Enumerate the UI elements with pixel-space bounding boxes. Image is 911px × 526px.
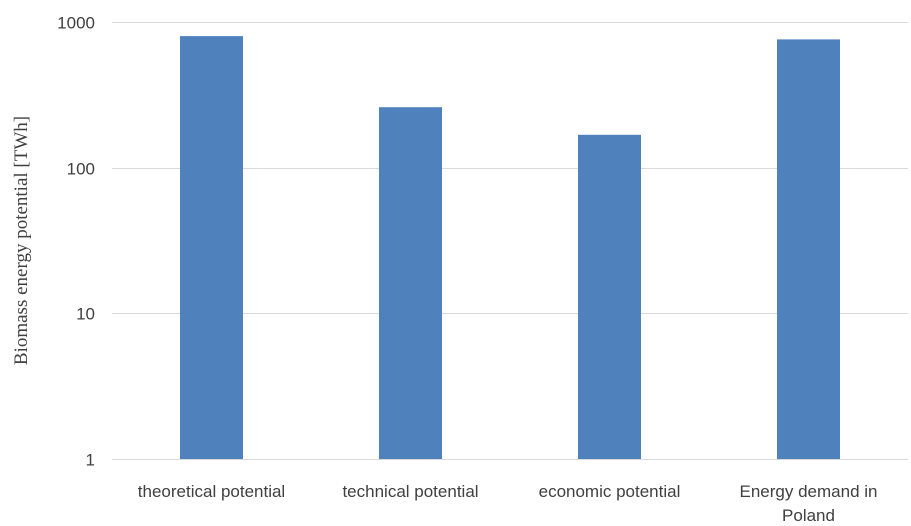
x-axis-labels: theoretical potential technical potential… bbox=[138, 482, 878, 525]
y-axis-ticks: 1 10 100 1000 bbox=[57, 14, 95, 470]
x-category-label: economic potential bbox=[539, 482, 681, 501]
x-category-label: technical potential bbox=[342, 482, 478, 501]
x-category-label: Energy demand in Poland bbox=[740, 482, 878, 525]
y-axis-title: Biomass energy potential [TWh] bbox=[11, 116, 32, 365]
y-tick-label: 1 bbox=[86, 451, 95, 470]
bar bbox=[578, 134, 641, 460]
bar bbox=[180, 36, 243, 459]
bars bbox=[180, 36, 840, 460]
y-tick-label: 10 bbox=[76, 305, 95, 324]
bar bbox=[379, 107, 442, 459]
bar bbox=[777, 39, 840, 460]
y-tick-label: 100 bbox=[67, 160, 95, 179]
x-category-label: theoretical potential bbox=[138, 482, 285, 501]
y-tick-label: 1000 bbox=[57, 14, 95, 33]
gridlines bbox=[112, 22, 908, 460]
